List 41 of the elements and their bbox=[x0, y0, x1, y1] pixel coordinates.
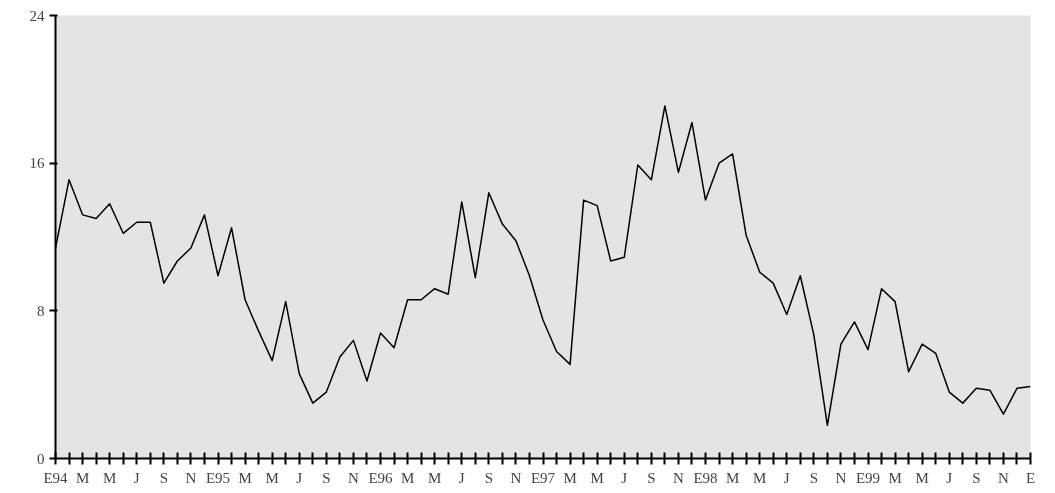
x-tick-label: M bbox=[400, 469, 415, 486]
y-tick-label: 8 bbox=[37, 302, 45, 319]
x-tick-label: N bbox=[510, 469, 522, 486]
x-tick-label: M bbox=[103, 469, 117, 486]
x-tick-label: S bbox=[159, 469, 169, 486]
x-tick-label: N bbox=[348, 469, 359, 486]
x-tick-label: J bbox=[946, 469, 953, 486]
x-tick-label: J bbox=[133, 469, 140, 486]
y-tick-label: 0 bbox=[37, 450, 45, 467]
x-tick-label: N bbox=[673, 469, 684, 486]
x-tick-label: E94 bbox=[43, 469, 69, 486]
y-tick-label: 16 bbox=[29, 155, 45, 172]
x-tick-label: J bbox=[296, 469, 303, 486]
x-tick-label: M bbox=[238, 469, 252, 486]
x-tick-label: S bbox=[809, 469, 819, 486]
x-tick-label: J bbox=[458, 469, 465, 486]
x-tick-label: S bbox=[322, 469, 331, 486]
x-tick-label: M bbox=[888, 469, 902, 486]
x-tick-label: M bbox=[428, 469, 442, 486]
x-tick-label: E97 bbox=[530, 469, 556, 486]
x-tick-label: S bbox=[972, 469, 981, 486]
x-tick-label: M bbox=[590, 469, 604, 486]
x-tick-label: S bbox=[647, 469, 656, 486]
x-tick-label: E96 bbox=[368, 469, 394, 486]
x-tick-label: N bbox=[185, 469, 197, 486]
x-tick-label: J bbox=[621, 469, 628, 486]
x-tick-label: E98 bbox=[693, 469, 718, 486]
x-tick-label: N bbox=[998, 469, 1009, 486]
y-tick-label: 24 bbox=[29, 7, 45, 24]
x-tick-label: N bbox=[835, 469, 847, 486]
x-tick-label: E99 bbox=[855, 469, 881, 486]
x-tick-label: M bbox=[915, 469, 929, 486]
x-tick-label: J bbox=[783, 469, 790, 486]
x-tick-label: M bbox=[563, 469, 577, 486]
x-tick-label: M bbox=[265, 469, 279, 486]
x-tick-label: M bbox=[725, 469, 740, 486]
x-tick-label: M bbox=[753, 469, 767, 486]
x-tick-label: S bbox=[484, 469, 494, 486]
x-tick-label: E bbox=[1025, 469, 1036, 486]
x-tick-label: M bbox=[75, 469, 90, 486]
x-tick-label: E95 bbox=[205, 469, 231, 486]
